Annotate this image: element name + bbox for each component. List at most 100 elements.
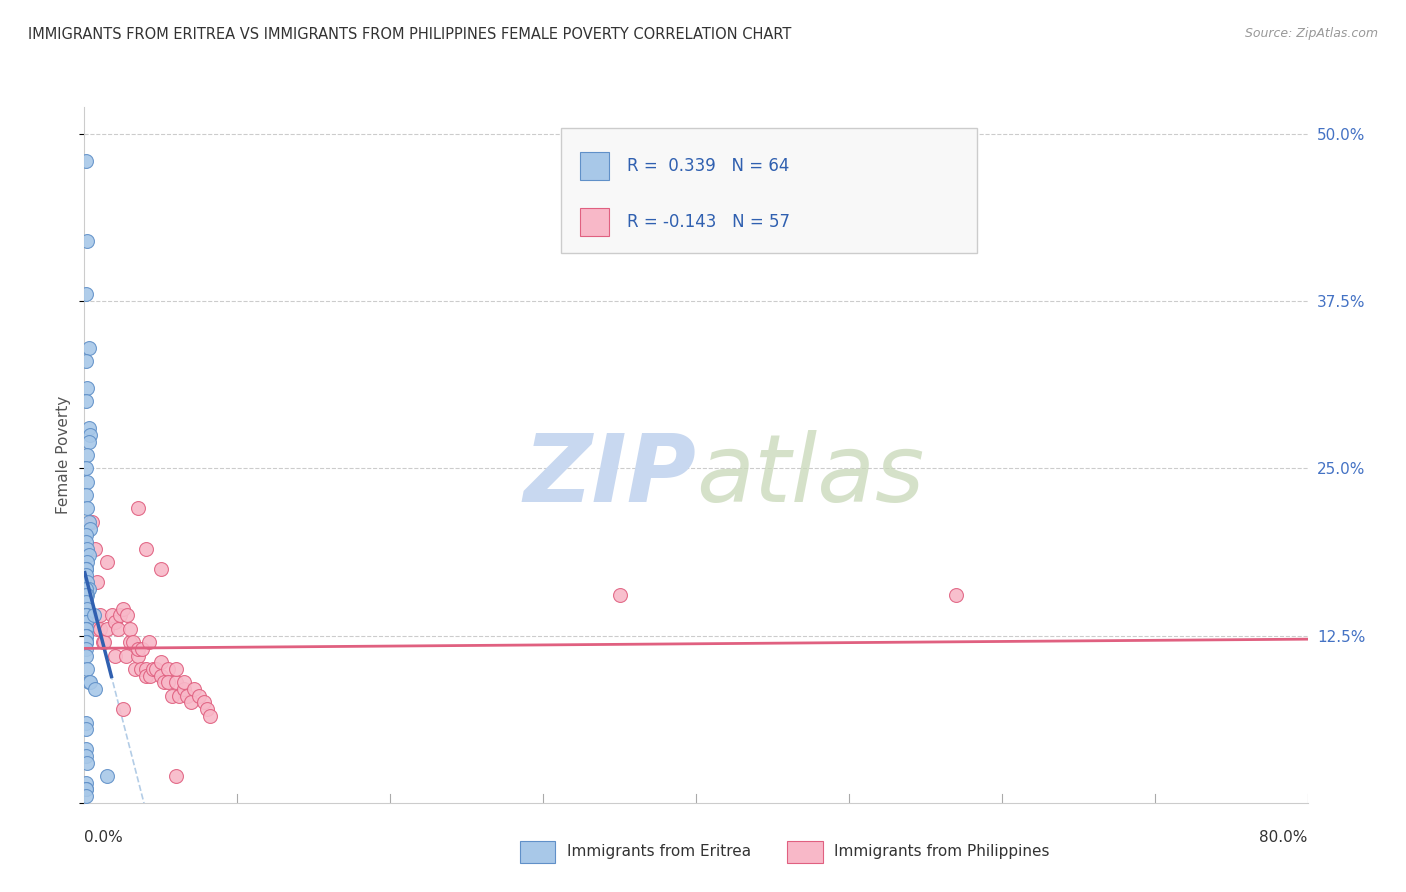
Point xyxy=(77,341,100,355)
Bar xyxy=(579,208,609,235)
Point xyxy=(104,648,127,663)
Text: 80.0%: 80.0% xyxy=(1260,830,1308,845)
Point xyxy=(75,723,97,737)
Point xyxy=(135,662,157,676)
Point xyxy=(75,789,97,803)
Point xyxy=(76,381,98,395)
Point xyxy=(93,635,115,649)
Text: atlas: atlas xyxy=(696,430,924,521)
Point xyxy=(75,642,97,657)
Point xyxy=(84,681,107,696)
Point xyxy=(139,669,162,683)
Point xyxy=(76,575,98,590)
Point xyxy=(75,749,97,764)
Point xyxy=(120,635,142,649)
Text: R =  0.339   N = 64: R = 0.339 N = 64 xyxy=(627,157,790,175)
Point xyxy=(104,615,127,630)
Point xyxy=(75,595,97,609)
Point xyxy=(127,642,149,657)
Point xyxy=(120,622,142,636)
Point xyxy=(173,681,195,696)
Point xyxy=(77,548,100,563)
Point xyxy=(108,608,131,623)
Point xyxy=(89,622,111,636)
Point xyxy=(165,675,187,690)
Point xyxy=(84,541,107,556)
Point xyxy=(75,568,97,582)
Point xyxy=(124,662,146,676)
Point xyxy=(75,589,97,603)
Point xyxy=(75,782,97,797)
Point xyxy=(111,602,134,616)
Point xyxy=(77,515,100,529)
Point xyxy=(165,662,187,676)
Point xyxy=(183,681,205,696)
Point xyxy=(76,589,98,603)
Point xyxy=(75,354,97,368)
Point xyxy=(80,515,103,529)
Text: Source: ZipAtlas.com: Source: ZipAtlas.com xyxy=(1244,27,1378,40)
Point xyxy=(75,582,97,596)
Point xyxy=(75,648,97,663)
Point xyxy=(75,608,97,623)
Point xyxy=(142,662,165,676)
Point xyxy=(75,635,97,649)
Point xyxy=(76,541,98,556)
Point xyxy=(75,782,97,797)
Text: 0.0%: 0.0% xyxy=(84,830,124,845)
Point xyxy=(86,622,108,636)
Point xyxy=(77,434,100,449)
Point xyxy=(167,689,190,703)
Point xyxy=(75,622,97,636)
Point xyxy=(176,689,198,703)
Text: Immigrants from Eritrea: Immigrants from Eritrea xyxy=(567,845,751,859)
Point xyxy=(75,622,97,636)
Point xyxy=(107,622,129,636)
Point xyxy=(165,769,187,783)
Point xyxy=(173,675,195,690)
Point xyxy=(75,394,97,409)
Point xyxy=(76,475,98,489)
Text: IMMIGRANTS FROM ERITREA VS IMMIGRANTS FROM PHILIPPINES FEMALE POVERTY CORRELATIO: IMMIGRANTS FROM ERITREA VS IMMIGRANTS FR… xyxy=(28,27,792,42)
Point xyxy=(160,689,183,703)
Point xyxy=(131,642,153,657)
Point xyxy=(75,535,97,549)
Point xyxy=(75,608,97,623)
Point xyxy=(83,608,105,623)
Point xyxy=(86,575,108,590)
Point xyxy=(75,562,97,576)
Point xyxy=(153,675,176,690)
Text: Immigrants from Philippines: Immigrants from Philippines xyxy=(834,845,1049,859)
Point xyxy=(138,635,160,649)
Bar xyxy=(561,128,977,253)
Point xyxy=(76,501,98,516)
Point xyxy=(101,608,124,623)
Point xyxy=(75,775,97,790)
Point xyxy=(157,675,180,690)
Point xyxy=(77,421,100,435)
Point xyxy=(75,595,97,609)
Point xyxy=(135,669,157,683)
Bar xyxy=(579,153,609,180)
Point xyxy=(609,589,631,603)
Point xyxy=(188,689,211,703)
Text: ZIP: ZIP xyxy=(523,430,696,522)
Point xyxy=(149,669,172,683)
Point xyxy=(122,635,145,649)
Point xyxy=(96,769,118,783)
Point xyxy=(198,708,221,723)
Point xyxy=(79,521,101,535)
Point xyxy=(115,608,138,623)
Point xyxy=(75,635,97,649)
Point xyxy=(149,655,172,669)
Point xyxy=(75,628,97,642)
Point xyxy=(75,635,97,649)
Point xyxy=(75,742,97,756)
Point xyxy=(75,461,97,475)
Point xyxy=(114,648,136,663)
Point xyxy=(79,675,101,690)
Point xyxy=(96,555,118,569)
Point xyxy=(127,501,149,516)
Point xyxy=(75,628,97,642)
Point xyxy=(193,696,215,710)
